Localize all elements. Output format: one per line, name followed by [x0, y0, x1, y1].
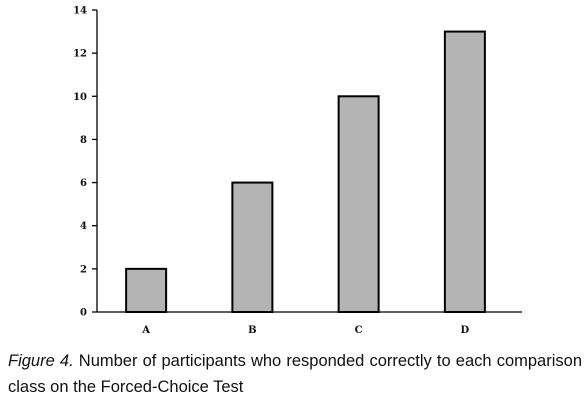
- x-axis-labels: A B C D: [141, 325, 469, 336]
- y-axis-ticks: 0 2 4 6 8 10 12 14: [73, 6, 97, 319]
- x-category-label-c: C: [355, 325, 363, 336]
- figure-caption: Figure 4. Number of participants who res…: [8, 348, 582, 400]
- figure-label: Figure 4.: [8, 352, 74, 370]
- bar-b: [231, 181, 274, 313]
- bar-d: [443, 30, 486, 313]
- x-category-label-b: B: [248, 325, 256, 336]
- x-category-label-a: A: [141, 325, 150, 336]
- bar-chart: 0 2 4 6 8 10 12 14 A B C D: [73, 6, 522, 336]
- x-category-label-d: D: [461, 325, 470, 336]
- y-tick-label: 8: [80, 135, 87, 146]
- y-tick-label: 10: [73, 92, 87, 103]
- caption-text: Number of participants who responded cor…: [8, 352, 582, 396]
- y-tick-label: 0: [80, 308, 87, 319]
- y-tick-label: 14: [73, 6, 87, 17]
- y-tick-label: 2: [80, 264, 87, 275]
- y-tick-label: 6: [80, 178, 87, 189]
- y-tick-label: 4: [80, 221, 87, 232]
- bar-a: [125, 267, 168, 314]
- y-tick-label: 12: [73, 49, 87, 60]
- bars: [125, 30, 486, 314]
- bar-c: [337, 95, 380, 313]
